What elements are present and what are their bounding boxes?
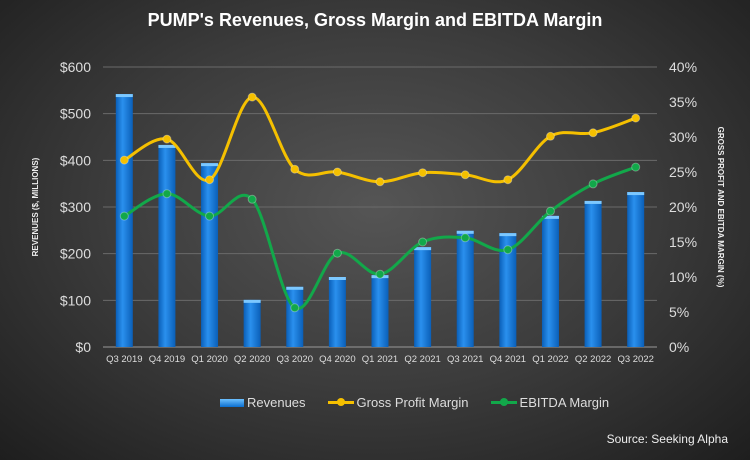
bar-cap <box>286 286 304 290</box>
point-gross-margin <box>332 167 342 177</box>
bar-cap <box>499 233 517 237</box>
y-tick-label: $200 <box>60 246 91 262</box>
point-gross-margin <box>375 177 385 187</box>
x-tick-label: Q3 2021 <box>447 354 483 365</box>
y2-tick-label: 10% <box>669 269 697 285</box>
x-tick-label: Q1 2020 <box>191 354 227 365</box>
y-tick-label: $400 <box>60 152 91 168</box>
point-gross-margin <box>460 170 470 180</box>
y2-tick-label: 0% <box>669 339 689 355</box>
legend-swatch-gross-margin <box>327 398 354 406</box>
legend-swatch-ebitda-margin <box>490 398 517 406</box>
point-gross-margin <box>290 164 300 174</box>
x-tick-label: Q2 2020 <box>234 354 270 365</box>
bar-revenues <box>414 247 432 347</box>
bar-revenues <box>201 163 219 347</box>
point-ebitda-margin <box>418 237 428 247</box>
bar-revenues <box>456 230 474 347</box>
point-ebitda-margin <box>162 189 172 199</box>
y2-axis-title: GROSS PROFIT AND EBITDA MARGIN (%) <box>716 127 725 288</box>
x-tick-label: Q4 2020 <box>319 354 355 365</box>
point-gross-margin <box>247 92 257 102</box>
legend-label: Gross Profit Margin <box>356 395 469 410</box>
legend-item-revenues: Revenues <box>220 395 306 410</box>
bar-cap <box>243 299 261 303</box>
bar-cap <box>328 277 346 280</box>
y-tick-label: $300 <box>60 199 91 215</box>
bar-revenues <box>371 275 389 347</box>
bar-revenues <box>243 299 261 347</box>
bar-cap <box>456 230 474 234</box>
x-tick-label: Q2 2021 <box>404 354 440 365</box>
x-tick-label: Q4 2019 <box>149 354 185 365</box>
y-tick-label: $0 <box>75 339 91 355</box>
point-gross-margin <box>205 175 215 185</box>
bar-cap <box>158 144 176 148</box>
point-gross-margin <box>119 155 129 165</box>
point-ebitda-margin <box>503 245 513 255</box>
y-axis-title: REVENUES ($, MILLIONS) <box>31 157 40 256</box>
legend-label: EBITDA Margin <box>519 395 610 410</box>
bar-cap <box>584 200 602 204</box>
bar-cap <box>414 247 432 251</box>
point-ebitda-margin <box>119 211 129 221</box>
x-tick-label: Q1 2022 <box>532 354 568 365</box>
y2-tick-label: 40% <box>669 59 697 75</box>
point-gross-margin <box>503 175 513 185</box>
point-gross-margin <box>162 134 172 144</box>
point-ebitda-margin <box>588 179 598 189</box>
legend-swatch-revenues <box>220 398 244 407</box>
legend-label: Revenues <box>247 395 306 410</box>
point-gross-margin <box>588 128 598 138</box>
y2-tick-label: 5% <box>669 304 689 320</box>
point-gross-margin <box>545 131 555 141</box>
y2-tick-label: 20% <box>669 199 697 215</box>
y2-tick-label: 30% <box>669 129 697 145</box>
point-ebitda-margin <box>631 162 641 172</box>
bar-revenues <box>286 286 304 347</box>
point-ebitda-margin <box>247 194 257 204</box>
y-tick-label: $500 <box>60 106 91 122</box>
legend-item-ebitda-margin: EBITDA Margin <box>490 395 610 410</box>
point-gross-margin <box>631 113 641 123</box>
line-gross-margin <box>123 95 637 184</box>
point-ebitda-margin <box>290 303 300 313</box>
point-gross-margin <box>418 168 428 178</box>
x-tick-label: Q3 2020 <box>277 354 313 365</box>
bar-revenues <box>541 215 559 347</box>
legend-item-gross-profit-margin: Gross Profit Margin <box>327 395 469 410</box>
y2-tick-label: 35% <box>669 94 697 110</box>
point-ebitda-margin <box>332 248 342 258</box>
bar-cap <box>627 192 645 196</box>
chart-title: PUMP's Revenues, Gross Margin and EBITDA… <box>147 10 603 30</box>
y2-tick-label: 25% <box>669 164 697 180</box>
y-tick-label: $600 <box>60 59 91 75</box>
x-tick-label: Q4 2021 <box>490 354 526 365</box>
y-tick-label: $100 <box>60 292 91 308</box>
point-ebitda-margin <box>375 269 385 279</box>
point-ebitda-margin <box>545 206 555 216</box>
x-tick-label: Q1 2021 <box>362 354 398 365</box>
bar-revenues <box>499 233 517 347</box>
bar-revenues <box>328 277 346 347</box>
bar-revenues <box>158 144 176 347</box>
bar-revenues <box>627 192 645 347</box>
x-tick-label: Q2 2022 <box>575 354 611 365</box>
source-note: Source: Seeking Alpha <box>606 432 728 446</box>
bar-revenues <box>584 200 602 347</box>
point-ebitda-margin <box>460 233 470 243</box>
x-tick-label: Q3 2022 <box>617 354 653 365</box>
x-tick-label: Q3 2019 <box>106 354 142 365</box>
y2-tick-label: 15% <box>669 234 697 250</box>
bar-cap <box>115 94 133 98</box>
legend: Revenues Gross Profit Margin EBITDA Marg… <box>220 395 609 410</box>
bar-cap <box>201 163 219 167</box>
bar-cap <box>541 215 559 219</box>
point-ebitda-margin <box>205 211 215 221</box>
